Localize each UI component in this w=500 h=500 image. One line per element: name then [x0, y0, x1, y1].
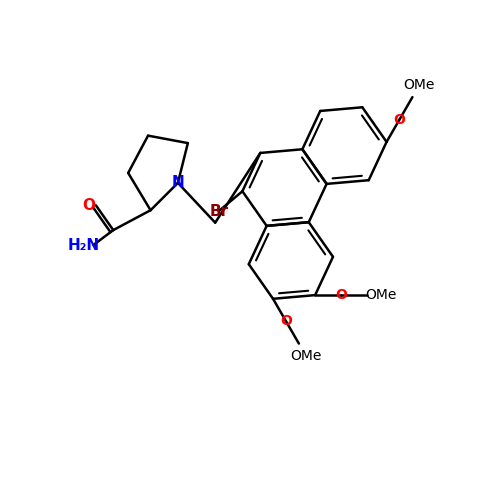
Text: OMe: OMe: [404, 78, 435, 92]
Text: O: O: [82, 198, 96, 213]
Text: Br: Br: [209, 204, 229, 218]
Text: OMe: OMe: [290, 348, 322, 362]
Text: N: N: [172, 176, 184, 190]
Text: O: O: [280, 314, 292, 328]
Text: OMe: OMe: [365, 288, 396, 302]
Text: O: O: [335, 288, 347, 302]
Text: H₂N: H₂N: [68, 238, 100, 252]
Text: O: O: [394, 112, 406, 126]
